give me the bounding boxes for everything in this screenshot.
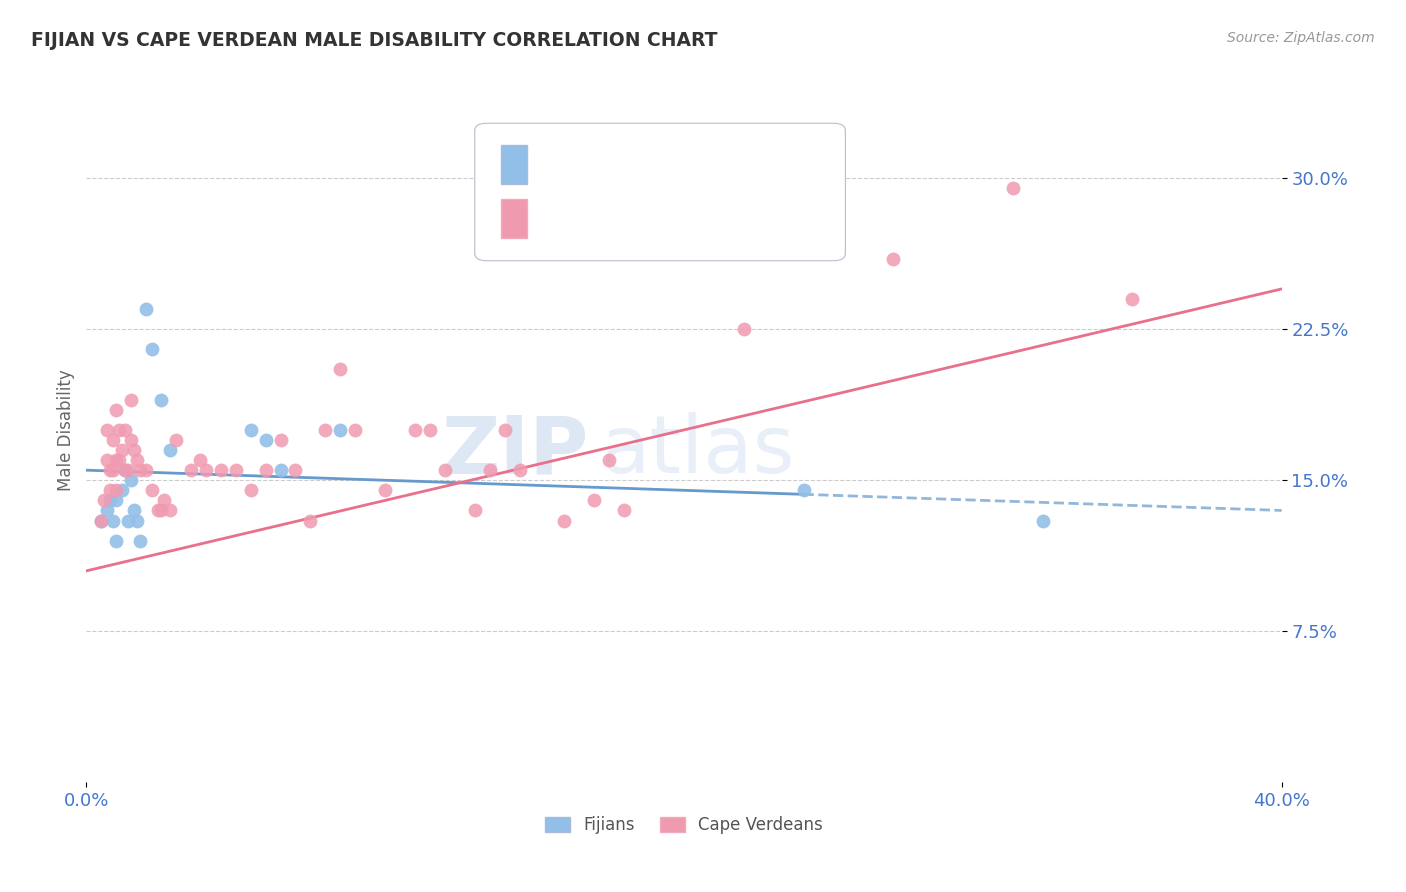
Point [464, 503, 486, 517]
Point [114, 463, 136, 477]
Point [882, 252, 904, 266]
Point [374, 483, 396, 498]
Point [159, 503, 181, 517]
Point [105, 402, 128, 417]
Point [613, 503, 636, 517]
Point [98, 463, 121, 477]
Point [329, 423, 352, 437]
Point [1001, 181, 1024, 195]
Point [98, 493, 121, 508]
Point [1121, 292, 1143, 306]
Point [1032, 514, 1054, 528]
Point [433, 463, 456, 477]
Point [194, 463, 217, 477]
Point [111, 443, 134, 458]
Text: R =  0.432   N = 58: R = 0.432 N = 58 [546, 210, 721, 227]
Point [105, 493, 128, 508]
Point [122, 443, 145, 458]
Point [254, 463, 277, 477]
Point [129, 463, 152, 477]
Text: atlas: atlas [600, 412, 794, 490]
Point [209, 463, 232, 477]
Bar [501, 145, 527, 184]
Bar [501, 199, 527, 238]
Point [509, 463, 531, 477]
Point [108, 453, 131, 467]
Point [583, 493, 606, 508]
Point [98, 483, 121, 498]
Point [553, 514, 575, 528]
Point [120, 473, 142, 487]
Point [117, 514, 139, 528]
Legend: Fijians, Cape Verdeans: Fijians, Cape Verdeans [546, 816, 823, 834]
Point [314, 423, 336, 437]
Point [122, 503, 145, 517]
Point [93, 493, 115, 508]
Point [135, 301, 157, 316]
Point [105, 533, 128, 548]
Point [103, 514, 125, 528]
Point [127, 514, 149, 528]
Point [141, 483, 163, 498]
Point [188, 453, 211, 467]
Point [494, 423, 516, 437]
Point [129, 533, 152, 548]
FancyBboxPatch shape [475, 123, 845, 260]
Point [103, 463, 125, 477]
Point [114, 463, 136, 477]
Point [135, 463, 157, 477]
Point [117, 463, 139, 477]
Point [239, 423, 262, 437]
Point [141, 343, 163, 357]
Point [105, 483, 128, 498]
Point [793, 483, 815, 498]
Point [150, 503, 173, 517]
Point [96, 503, 118, 517]
Text: Source: ZipAtlas.com: Source: ZipAtlas.com [1227, 31, 1375, 45]
Point [150, 392, 173, 407]
Point [90, 514, 112, 528]
Point [180, 463, 202, 477]
Point [111, 483, 134, 498]
Point [239, 483, 262, 498]
Point [105, 453, 128, 467]
Point [404, 423, 426, 437]
Point [270, 433, 292, 447]
Point [284, 463, 307, 477]
Point [103, 433, 125, 447]
Text: R = -0.092   N = 23: R = -0.092 N = 23 [546, 155, 723, 173]
Point [419, 423, 441, 437]
Point [96, 453, 118, 467]
Point [153, 493, 176, 508]
Point [225, 463, 247, 477]
Point [299, 514, 322, 528]
Point [127, 453, 149, 467]
Text: FIJIAN VS CAPE VERDEAN MALE DISABILITY CORRELATION CHART: FIJIAN VS CAPE VERDEAN MALE DISABILITY C… [31, 31, 717, 50]
Point [344, 423, 367, 437]
Point [120, 433, 142, 447]
Point [96, 423, 118, 437]
Text: ZIP: ZIP [441, 412, 588, 490]
Point [254, 433, 277, 447]
Point [165, 433, 187, 447]
Point [114, 423, 136, 437]
Point [90, 514, 112, 528]
Point [120, 392, 142, 407]
Y-axis label: Male Disability: Male Disability [58, 369, 75, 491]
Point [329, 362, 352, 376]
Point [146, 503, 169, 517]
Point [159, 443, 181, 458]
Point [733, 322, 755, 336]
Point [478, 463, 501, 477]
Point [108, 423, 131, 437]
Point [270, 463, 292, 477]
Point [598, 453, 620, 467]
